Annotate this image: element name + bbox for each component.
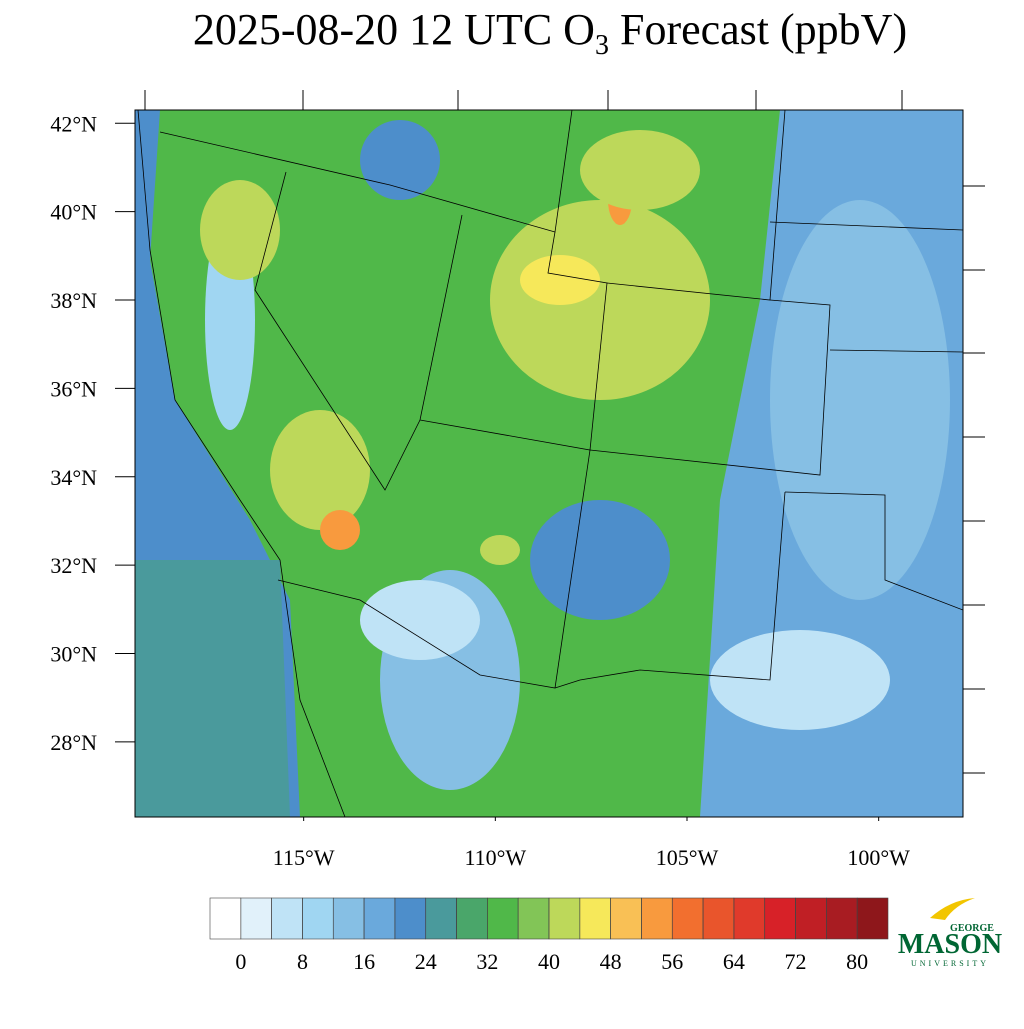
x-tick-label: 105°W (656, 845, 719, 870)
colorbar-label: 48 (600, 949, 622, 974)
colorbar-box (487, 897, 519, 940)
colorbar-box (795, 897, 827, 940)
colorbar-label: 72 (785, 949, 807, 974)
colorbar-label: 24 (415, 949, 437, 974)
colorbar-box (548, 897, 581, 940)
y-tick-label: 40°N (50, 200, 97, 225)
colorbar-label: 0 (235, 949, 246, 974)
chart-title: 2025-08-20 12 UTC O3 Forecast (ppbV) (193, 5, 907, 61)
colorbar-label: 64 (723, 949, 745, 974)
x-tick-label: 110°W (464, 845, 526, 870)
colorbar-label: 16 (353, 949, 375, 974)
colorbar-box (733, 897, 766, 940)
logo-name: MASON (898, 929, 1002, 960)
colorbar-box (826, 897, 858, 940)
y-tick-label: 28°N (50, 730, 97, 755)
logo-bottom: UNIVERSITY (911, 959, 989, 968)
colorbar-label: 32 (476, 949, 498, 974)
x-tick-label: 115°W (273, 845, 335, 870)
colorbar-box (579, 897, 611, 940)
colorbar-box (610, 897, 642, 940)
borders (137, 110, 963, 817)
colorbar-box (517, 897, 550, 940)
colorbar-label: 40 (538, 949, 560, 974)
colorbar-box (302, 897, 334, 940)
colorbar-box (240, 897, 272, 940)
colorbar-box (671, 897, 704, 940)
colorbar-box (425, 897, 457, 940)
frame-ticks (144, 90, 985, 774)
colorbar-box (394, 897, 427, 940)
y-tick-label: 30°N (50, 642, 97, 667)
logo-top: GEORGE (950, 923, 994, 934)
colorbar-box (456, 897, 488, 940)
colorbar-box (764, 897, 796, 940)
colorbar-label: 8 (297, 949, 308, 974)
colorbar-box (332, 897, 365, 940)
colorbar-box (271, 897, 303, 940)
y-tick-label: 36°N (50, 376, 97, 401)
y-tick-label: 38°N (50, 288, 97, 313)
colorbar-box (209, 897, 242, 940)
colorbar-box (641, 897, 673, 940)
colorbar-box (363, 897, 396, 940)
y-tick-label: 32°N (50, 553, 97, 578)
ozone-field (135, 110, 963, 817)
colorbar-label: 56 (661, 949, 683, 974)
y-tick-label: 34°N (50, 465, 97, 490)
y-tick-label: 42°N (50, 111, 97, 136)
colorbar-box (702, 897, 735, 940)
logo: GEORGE MASON UNIVERSITY (898, 898, 1002, 968)
colorbar-box (856, 897, 889, 940)
x-tick-label: 100°W (847, 845, 910, 870)
map-frame (134, 109, 964, 818)
colorbar-label: 80 (846, 949, 868, 974)
